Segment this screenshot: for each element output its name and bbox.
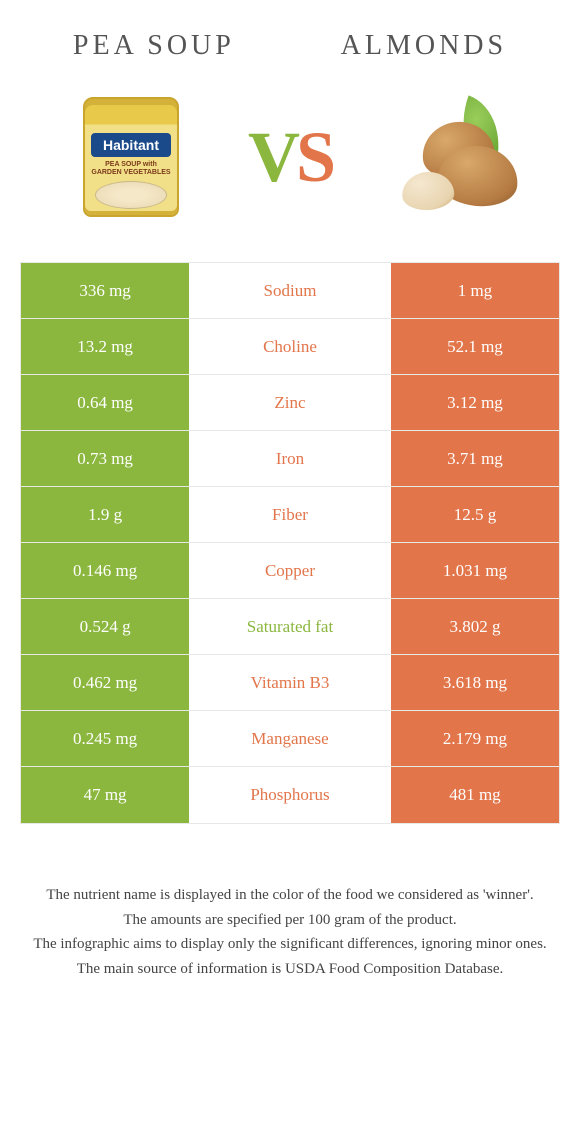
left-value-cell: 336 mg (21, 263, 189, 318)
nutrient-label-cell: Fiber (189, 487, 391, 542)
table-row: 0.524 gSaturated fat3.802 g (21, 599, 559, 655)
left-value-cell: 0.462 mg (21, 655, 189, 710)
can-brand-label: Habitant (91, 133, 171, 157)
can-sublabel: PEA SOUP with GARDEN VEGETABLES (91, 161, 171, 176)
right-value-cell: 52.1 mg (391, 319, 559, 374)
nutrient-table: 336 mgSodium1 mg13.2 mgCholine52.1 mg0.6… (20, 262, 560, 824)
left-food-title: PEA SOUP (73, 30, 235, 62)
right-value-cell: 1 mg (391, 263, 559, 318)
table-row: 336 mgSodium1 mg (21, 263, 559, 319)
right-value-cell: 12.5 g (391, 487, 559, 542)
right-value-cell: 3.802 g (391, 599, 559, 654)
vs-s: S (296, 117, 332, 197)
right-food-title: ALMONDS (341, 30, 507, 62)
nutrient-label-cell: Saturated fat (189, 599, 391, 654)
left-food-image: Habitant PEA SOUP with GARDEN VEGETABLES (66, 92, 196, 222)
header: PEA SOUP ALMONDS (0, 0, 580, 72)
table-row: 0.64 mgZinc3.12 mg (21, 375, 559, 431)
nutrient-label-cell: Manganese (189, 711, 391, 766)
left-value-cell: 0.73 mg (21, 431, 189, 486)
soup-can-icon: Habitant PEA SOUP with GARDEN VEGETABLES (83, 97, 179, 217)
left-value-cell: 0.64 mg (21, 375, 189, 430)
right-value-cell: 481 mg (391, 767, 559, 823)
footnote-line: The nutrient name is displayed in the co… (30, 884, 550, 907)
vs-v: V (248, 117, 296, 197)
left-value-cell: 1.9 g (21, 487, 189, 542)
can-bowl-icon (95, 181, 167, 209)
table-row: 13.2 mgCholine52.1 mg (21, 319, 559, 375)
nutrient-label-cell: Choline (189, 319, 391, 374)
right-food-image (384, 92, 514, 222)
left-value-cell: 0.146 mg (21, 543, 189, 598)
table-row: 0.462 mgVitamin B33.618 mg (21, 655, 559, 711)
footnotes: The nutrient name is displayed in the co… (0, 824, 580, 1002)
left-value-cell: 13.2 mg (21, 319, 189, 374)
table-row: 0.245 mgManganese2.179 mg (21, 711, 559, 767)
nutrient-label-cell: Zinc (189, 375, 391, 430)
left-value-cell: 0.524 g (21, 599, 189, 654)
vs-label: VS (248, 116, 332, 199)
footnote-line: The main source of information is USDA F… (30, 958, 550, 981)
nutrient-label-cell: Phosphorus (189, 767, 391, 823)
right-value-cell: 1.031 mg (391, 543, 559, 598)
images-row: Habitant PEA SOUP with GARDEN VEGETABLES… (0, 72, 580, 262)
table-row: 47 mgPhosphorus481 mg (21, 767, 559, 823)
right-value-cell: 3.71 mg (391, 431, 559, 486)
almonds-icon (384, 102, 514, 212)
nutrient-label-cell: Iron (189, 431, 391, 486)
right-value-cell: 2.179 mg (391, 711, 559, 766)
nutrient-label-cell: Copper (189, 543, 391, 598)
nutrient-label-cell: Sodium (189, 263, 391, 318)
footnote-line: The infographic aims to display only the… (30, 933, 550, 956)
left-value-cell: 47 mg (21, 767, 189, 823)
right-value-cell: 3.12 mg (391, 375, 559, 430)
table-row: 1.9 gFiber12.5 g (21, 487, 559, 543)
table-row: 0.73 mgIron3.71 mg (21, 431, 559, 487)
footnote-line: The amounts are specified per 100 gram o… (30, 909, 550, 932)
nutrient-label-cell: Vitamin B3 (189, 655, 391, 710)
right-value-cell: 3.618 mg (391, 655, 559, 710)
left-value-cell: 0.245 mg (21, 711, 189, 766)
table-row: 0.146 mgCopper1.031 mg (21, 543, 559, 599)
